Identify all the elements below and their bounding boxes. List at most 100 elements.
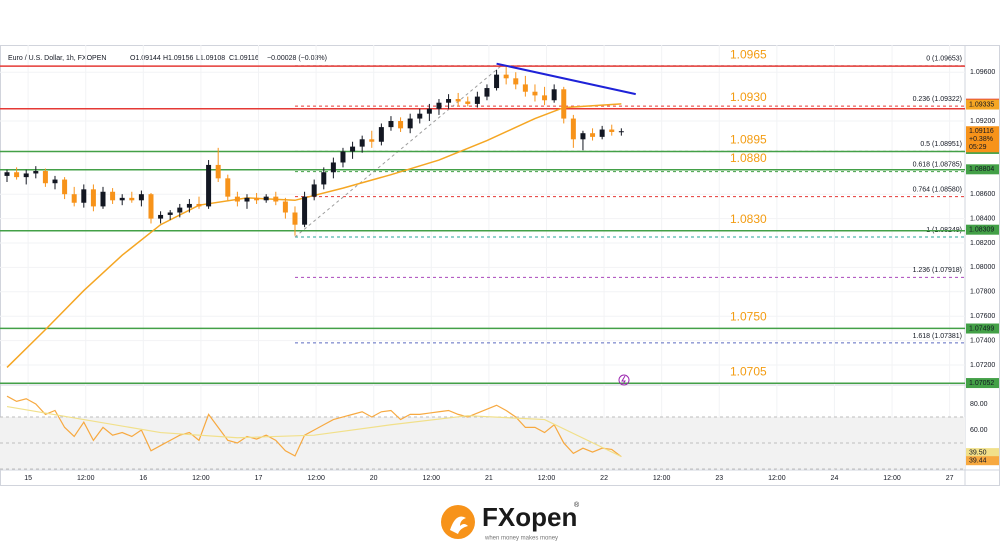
candle-body xyxy=(71,194,77,203)
candle-body xyxy=(436,102,442,109)
rsi-tag xyxy=(966,448,999,458)
rsi-line xyxy=(6,395,622,458)
level-label: 1.0830 xyxy=(730,212,767,226)
fib-label: 0.236 (1.09322) xyxy=(913,96,962,103)
candle-body xyxy=(532,91,538,96)
candle-body xyxy=(484,88,490,97)
candle-body xyxy=(446,99,452,103)
candle-body xyxy=(398,121,404,129)
ohlc-value: L1.09108 xyxy=(196,55,225,62)
y-tick-label: 1.08400 xyxy=(970,215,995,222)
candle-body xyxy=(465,101,471,104)
candle-body xyxy=(110,191,116,201)
x-tick-label: 12:00 xyxy=(192,475,210,482)
candle-body xyxy=(167,212,173,215)
symbol: Euro / U.S. Dollar, 1h, FXOPEN xyxy=(8,55,106,62)
x-tick-label: 12:00 xyxy=(77,475,95,482)
candle-body xyxy=(369,139,375,142)
rsi-tick-label: 60.00 xyxy=(970,427,988,434)
price-tag xyxy=(966,164,999,175)
candle-body xyxy=(206,164,212,207)
level-label: 1.0750 xyxy=(730,310,767,324)
price-tag xyxy=(966,99,999,110)
candle-body xyxy=(522,84,528,92)
candle-body xyxy=(234,196,240,202)
level-label: 1.0965 xyxy=(730,47,767,61)
candle-body xyxy=(340,151,346,163)
candle-body xyxy=(196,203,202,207)
ohlc-value: C1.09116 xyxy=(229,55,259,62)
countdown: 05:29 xyxy=(969,144,987,151)
x-tick-label: 15 xyxy=(24,475,32,482)
y-tick-label: 1.08000 xyxy=(970,264,995,271)
x-tick-label: 20 xyxy=(370,475,378,482)
moving-average xyxy=(6,103,622,368)
candle-body xyxy=(609,129,615,132)
candle-body xyxy=(407,118,413,129)
candle-body xyxy=(426,108,432,114)
candle-body xyxy=(52,179,58,184)
level-label: 1.0705 xyxy=(730,364,767,378)
x-tick-label: 21 xyxy=(485,475,493,482)
y-tick-label: 1.07800 xyxy=(970,289,995,296)
rsi-tag xyxy=(966,456,999,466)
candle-body xyxy=(254,197,260,201)
rsi-tag-label: 39.50 xyxy=(969,449,987,456)
price-tag-label: 1.09335 xyxy=(969,101,994,108)
candle-body xyxy=(148,194,154,219)
candle-body xyxy=(455,99,461,102)
candle-body xyxy=(14,172,20,178)
y-tick-label: 1.08200 xyxy=(970,240,995,247)
logo-mark xyxy=(450,516,468,534)
trendline xyxy=(496,62,636,96)
candle-body xyxy=(90,189,96,207)
candle-body xyxy=(417,113,423,119)
x-tick-label: 12:00 xyxy=(538,475,556,482)
candle-body xyxy=(263,196,269,201)
tagline: when money makes money xyxy=(484,536,558,542)
candle-body xyxy=(513,78,519,85)
candle-body xyxy=(590,133,596,137)
candle-body xyxy=(42,171,48,184)
candle-body xyxy=(542,95,548,101)
candle-body xyxy=(81,189,87,203)
candle-body xyxy=(321,172,327,185)
ohlc-value: −0.00028 (−0.03%) xyxy=(267,55,327,62)
candle-body xyxy=(244,197,250,202)
candle-body xyxy=(580,133,586,140)
x-tick-label: 12:00 xyxy=(423,475,441,482)
registered-mark: ® xyxy=(574,501,580,509)
candle-body xyxy=(129,197,135,201)
rsi-tag-label: 39.44 xyxy=(969,458,987,465)
event-bolt xyxy=(621,375,626,385)
candle-body xyxy=(138,194,144,201)
candle-body xyxy=(359,139,365,147)
y-tick-label: 1.07400 xyxy=(970,337,995,344)
candle-body xyxy=(4,172,10,176)
candle-body xyxy=(282,201,288,213)
candle-body xyxy=(186,203,192,208)
x-tick-label: 24 xyxy=(831,475,839,482)
y-tick-label: 1.09600 xyxy=(970,69,995,76)
ohlc-value: O1.09144 xyxy=(130,55,161,62)
candle-body xyxy=(158,214,164,219)
x-tick-label: 23 xyxy=(715,475,723,482)
candle-body xyxy=(311,184,317,197)
candle-body xyxy=(570,118,576,140)
price-tag xyxy=(966,224,999,235)
candle-body xyxy=(302,196,308,225)
level-label: 1.0930 xyxy=(730,90,767,104)
last-price-tag xyxy=(966,126,999,153)
candle-body xyxy=(330,162,336,173)
candle-body xyxy=(225,178,231,197)
fib-label: 0.618 (1.08785) xyxy=(913,161,962,168)
rsi-line xyxy=(6,405,622,458)
x-tick-label: 27 xyxy=(946,475,954,482)
price-tag-label: 1.08804 xyxy=(969,166,994,173)
candle-body xyxy=(177,207,183,213)
candle-body xyxy=(33,171,39,174)
fib-label: 0.5 (1.08951) xyxy=(920,141,962,148)
fib-label: 1.618 (1.07381) xyxy=(913,333,962,340)
event-icon xyxy=(618,374,630,386)
level-label: 1.0880 xyxy=(730,151,767,165)
